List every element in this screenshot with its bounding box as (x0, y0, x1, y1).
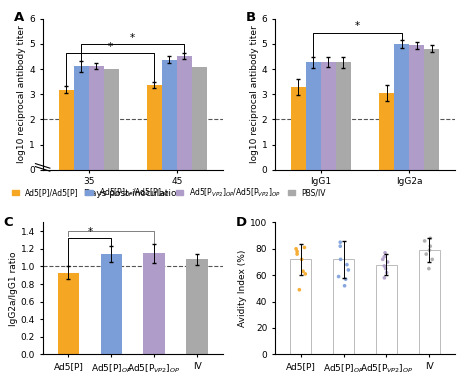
Text: D: D (235, 216, 246, 229)
Point (299, 268, 307, 274)
Text: *: * (108, 41, 113, 52)
Point (422, 251, 430, 257)
Point (293, 248, 301, 254)
Bar (73, 66, 89, 170)
Bar (321, 62, 336, 170)
Point (292, 246, 300, 252)
Point (381, 263, 388, 269)
Bar (290, 259, 311, 354)
Point (427, 235, 434, 241)
Bar (376, 265, 397, 354)
Bar (291, 87, 306, 170)
Bar (424, 49, 439, 170)
Text: B: B (246, 11, 256, 24)
Bar (104, 69, 118, 170)
Bar (306, 62, 321, 170)
Y-axis label: log10 reciprocal antibody titer: log10 reciprocal antibody titer (18, 25, 27, 163)
Point (296, 287, 303, 293)
Point (337, 256, 345, 262)
Point (293, 251, 301, 257)
Bar (379, 93, 394, 170)
Text: *: * (355, 21, 360, 31)
Bar (89, 66, 104, 170)
Point (381, 250, 389, 256)
Bar (186, 259, 208, 354)
Legend: Ad5[P]/Ad5[P], Ad5[P]$_{OP}$/Ad5[P]$_{OP}$, Ad5[P$_{VP2}$]$_{OP}$/Ad5[P$_{VP2}$]: Ad5[P]/Ad5[P], Ad5[P]$_{OP}$/Ad5[P]$_{OP… (9, 183, 329, 202)
Point (381, 275, 388, 281)
Point (298, 256, 305, 262)
Point (426, 247, 433, 253)
Bar (100, 254, 122, 354)
X-axis label: Days post-inoculation: Days post-inoculation (83, 189, 182, 198)
Point (301, 245, 308, 251)
Bar (58, 273, 79, 354)
Point (342, 276, 349, 282)
Bar (394, 44, 409, 170)
Bar (144, 253, 165, 354)
Bar (333, 259, 354, 354)
Point (343, 262, 351, 268)
Point (421, 238, 428, 244)
Text: C: C (3, 216, 13, 229)
Text: A: A (14, 11, 24, 24)
Text: *: * (87, 227, 92, 238)
Point (379, 256, 386, 262)
Text: *: * (130, 33, 135, 43)
Point (337, 243, 344, 249)
Bar (162, 60, 177, 170)
Point (425, 265, 433, 271)
Y-axis label: log10 reciprocal antibody titer: log10 reciprocal antibody titer (250, 25, 259, 163)
Bar (177, 56, 192, 170)
Y-axis label: IgG2a/IgG1 ratio: IgG2a/IgG1 ratio (9, 251, 18, 326)
Bar (192, 67, 207, 170)
Bar (147, 85, 162, 170)
Point (345, 267, 352, 273)
Point (383, 270, 391, 276)
Point (427, 243, 434, 249)
Bar (336, 62, 351, 170)
Bar (419, 250, 440, 354)
Point (301, 271, 309, 277)
Point (382, 265, 390, 271)
Point (428, 256, 436, 262)
Point (381, 254, 388, 260)
Bar (409, 45, 424, 170)
Point (341, 283, 348, 289)
Bar (59, 90, 73, 170)
Point (384, 259, 392, 265)
Point (335, 274, 342, 280)
Point (337, 239, 344, 245)
Y-axis label: Avidity Index (%): Avidity Index (%) (238, 250, 247, 327)
